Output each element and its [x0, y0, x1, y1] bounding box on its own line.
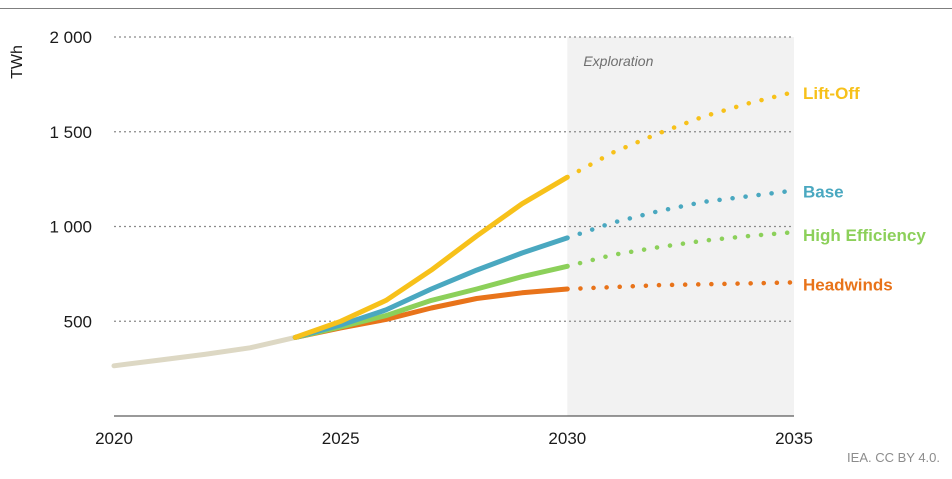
series-label: High Efficiency — [803, 226, 926, 245]
y-axis-label: TWh — [9, 45, 26, 79]
series-line-solid — [292, 235, 570, 340]
y-tick-label: 1 000 — [49, 218, 92, 237]
source-credit: IEA. CC BY 4.0. — [847, 450, 940, 465]
x-tick-label: 2030 — [548, 429, 586, 448]
x-tick-label: 2020 — [95, 429, 133, 448]
exploration-label: Exploration — [583, 53, 653, 69]
series-line-projection — [565, 229, 797, 269]
y-tick-label: 1 500 — [49, 123, 92, 142]
series-label: Headwinds — [803, 275, 893, 294]
y-tick-label: 2 000 — [49, 28, 92, 47]
x-tick-label: 2025 — [322, 429, 360, 448]
top-rule — [0, 8, 952, 9]
historical-line — [111, 334, 298, 369]
x-tick-label: 2035 — [775, 429, 813, 448]
series-line-projection — [565, 188, 797, 241]
series-label: Lift-Off — [803, 84, 860, 103]
y-tick-label: 500 — [64, 312, 92, 331]
series-line-solid — [292, 174, 570, 340]
series-label: Base — [803, 182, 844, 201]
series-line-projection — [565, 280, 797, 292]
